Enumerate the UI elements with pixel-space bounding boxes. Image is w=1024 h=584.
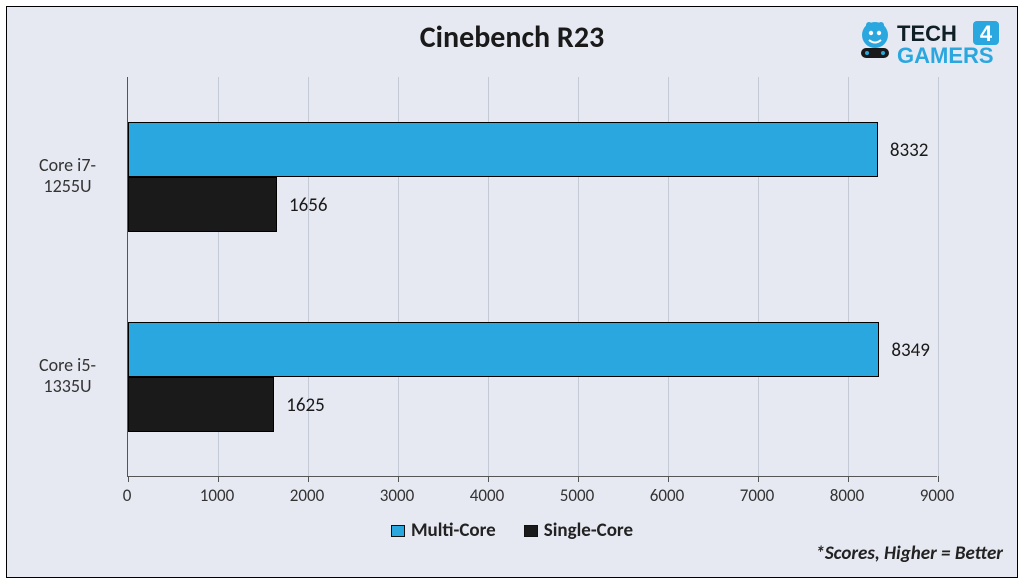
bar-single <box>128 377 274 432</box>
x-tick <box>488 476 489 482</box>
x-tick-label: 2000 <box>277 485 337 506</box>
x-tick-label: 3000 <box>367 485 427 506</box>
x-tick <box>398 476 399 482</box>
x-tick <box>758 476 759 482</box>
legend-swatch-single <box>524 525 538 537</box>
x-tick-label: 5000 <box>547 485 607 506</box>
bar-multi <box>128 322 879 377</box>
x-tick-label: 0 <box>97 485 157 506</box>
legend-swatch-multi <box>391 525 405 537</box>
legend-label-multi: Multi-Core <box>411 519 496 542</box>
category-label: Core i7-1255U <box>15 155 120 196</box>
x-tick <box>668 476 669 482</box>
grid-line <box>938 77 939 476</box>
x-tick-label: 1000 <box>187 485 247 506</box>
x-tick-label: 9000 <box>907 485 967 506</box>
bar-value-single: 1656 <box>289 194 328 217</box>
bar-value-single: 1625 <box>286 394 325 417</box>
bar-value-multi: 8349 <box>891 339 930 362</box>
x-tick-label: 4000 <box>457 485 517 506</box>
logo-svg: TECH 4 GAMERS <box>855 15 1005 75</box>
x-tick <box>308 476 309 482</box>
legend-item-single: Single-Core <box>524 519 633 542</box>
legend: Multi-Core Single-Core <box>7 519 1017 542</box>
footnote: *Scores, Higher = Better <box>815 542 1003 565</box>
x-tick <box>578 476 579 482</box>
x-tick <box>848 476 849 482</box>
x-tick-label: 6000 <box>637 485 697 506</box>
tech4gamers-logo: TECH 4 GAMERS <box>855 15 1005 75</box>
x-tick-label: 8000 <box>817 485 877 506</box>
legend-label-single: Single-Core <box>544 519 633 542</box>
x-tick <box>128 476 129 482</box>
svg-text:GAMERS: GAMERS <box>897 43 994 68</box>
chart-frame: Cinebench R23 TECH 4 GAMERS 833216568349… <box>6 6 1018 578</box>
legend-item-multi: Multi-Core <box>391 519 496 542</box>
x-tick <box>218 476 219 482</box>
bar-single <box>128 177 277 232</box>
bar-value-multi: 8332 <box>890 139 929 162</box>
x-tick-label: 7000 <box>727 485 787 506</box>
category-label: Core i5-1335U <box>15 355 120 396</box>
bar-multi <box>128 122 878 177</box>
plot-area: 8332 1656 8349 1625 <box>127 77 937 477</box>
x-tick <box>938 476 939 482</box>
